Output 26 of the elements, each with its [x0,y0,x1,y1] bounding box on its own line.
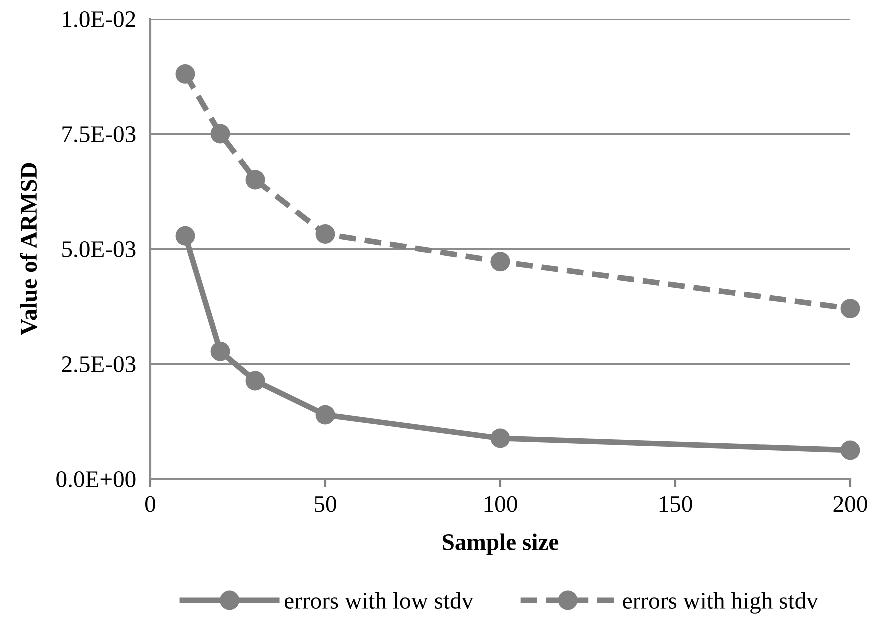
point [490,428,510,448]
x-tick-label: 150 [660,496,692,512]
x-axis-title: Sample size [443,534,559,556]
point [316,224,336,244]
point [210,342,230,362]
y-tick-label: 2.5E-03 [62,356,136,373]
legend-label: errors with high stdv [623,592,818,614]
point [840,299,860,319]
x-tick-label: 0 [145,496,156,512]
point [246,371,266,391]
y-tick-label: 5.0E-03 [62,241,136,258]
x-tick-label: 100 [484,496,518,512]
y-tick-label: 7.5E-03 [62,126,136,143]
point [246,170,266,190]
point [490,252,510,272]
x-tick-label: 200 [834,496,868,512]
x-tick-label: 50 [315,496,336,512]
point [176,64,196,84]
point [316,405,336,425]
y-tick-label: 0.0E+00 [56,471,136,488]
y-tick-label: 1.0E-02 [63,11,136,28]
legend-label: errors with low stdv [285,592,474,610]
point [176,226,196,246]
point [840,440,860,460]
y-axis-title: Value of ARMSD [20,163,38,336]
point [210,124,230,144]
